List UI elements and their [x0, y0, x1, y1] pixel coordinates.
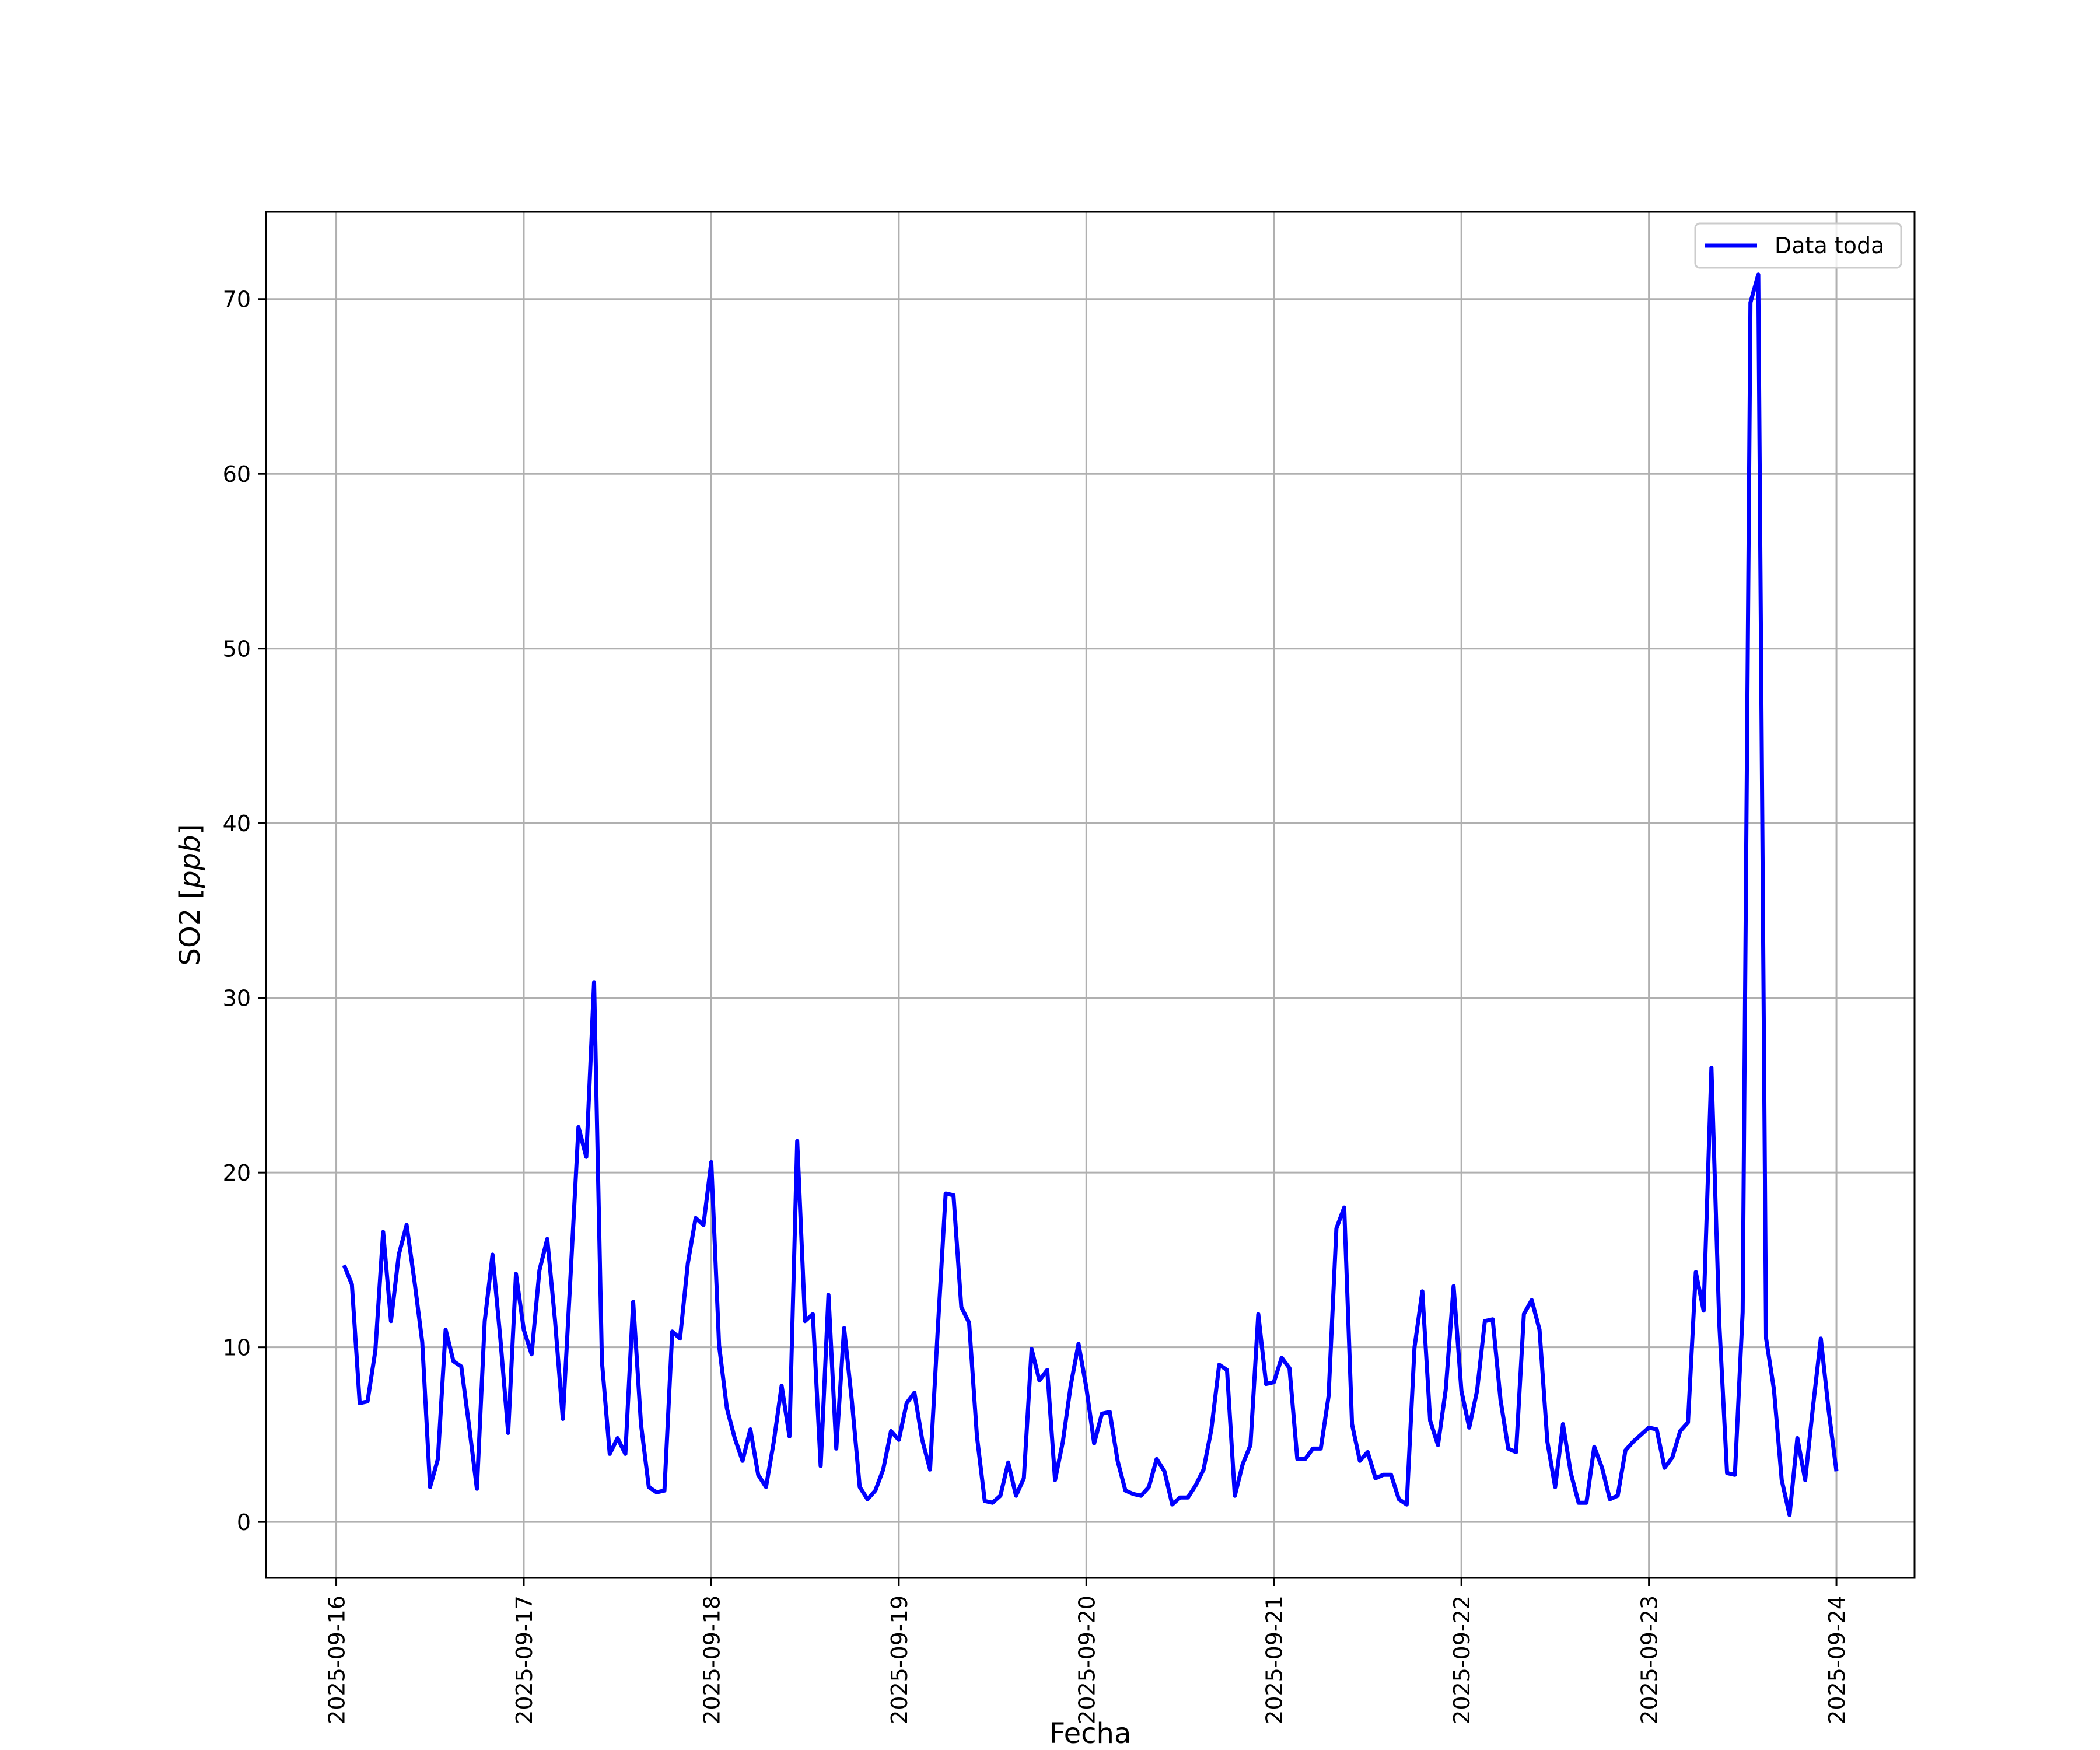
series-line-data-toda: [342, 272, 1839, 1517]
legend-box: [1694, 222, 1902, 269]
x-tick-label: 2025-09-21: [1262, 1595, 1287, 1724]
legend-label: Data toda: [1774, 233, 1884, 258]
y-tick-label: 30: [223, 986, 251, 1012]
x-axis-ticks: 2025-09-16 2025-09-17 2025-09-18 2025-09-19…: [324, 1578, 1850, 1724]
x-tick-label: 2025-09-20: [1074, 1595, 1100, 1724]
y-tick-label: 70: [223, 287, 251, 313]
plot-area-frame: [265, 211, 1916, 1579]
x-tick-label: 2025-09-24: [1824, 1595, 1850, 1724]
y-tick-label: 60: [223, 461, 251, 487]
legend: Data toda: [1694, 222, 1902, 269]
x-tick-label: 2025-09-22: [1449, 1595, 1475, 1724]
y-tick-label: 50: [223, 636, 251, 662]
y-tick-label: 0: [237, 1510, 251, 1535]
x-tick-label: 2025-09-19: [887, 1595, 912, 1724]
x-tick-label: 2025-09-18: [699, 1595, 724, 1724]
x-tick-label: 2025-09-17: [512, 1595, 537, 1724]
x-tick-label: 2025-09-16: [324, 1595, 350, 1724]
grid-lines: [266, 212, 1915, 1578]
y-tick-label: 20: [223, 1160, 251, 1186]
series-layer: [342, 272, 1839, 1517]
y-tick-label: 10: [223, 1335, 251, 1361]
y-axis-ticks: 0 10 20 30 40 50 60 70: [223, 287, 266, 1535]
y-tick-label: 40: [223, 811, 251, 836]
x-tick-label: 2025-09-23: [1637, 1595, 1662, 1724]
y-axis-label: SO2 [ppb]: [174, 824, 206, 966]
x-axis-label: Fecha: [1049, 1717, 1132, 1750]
